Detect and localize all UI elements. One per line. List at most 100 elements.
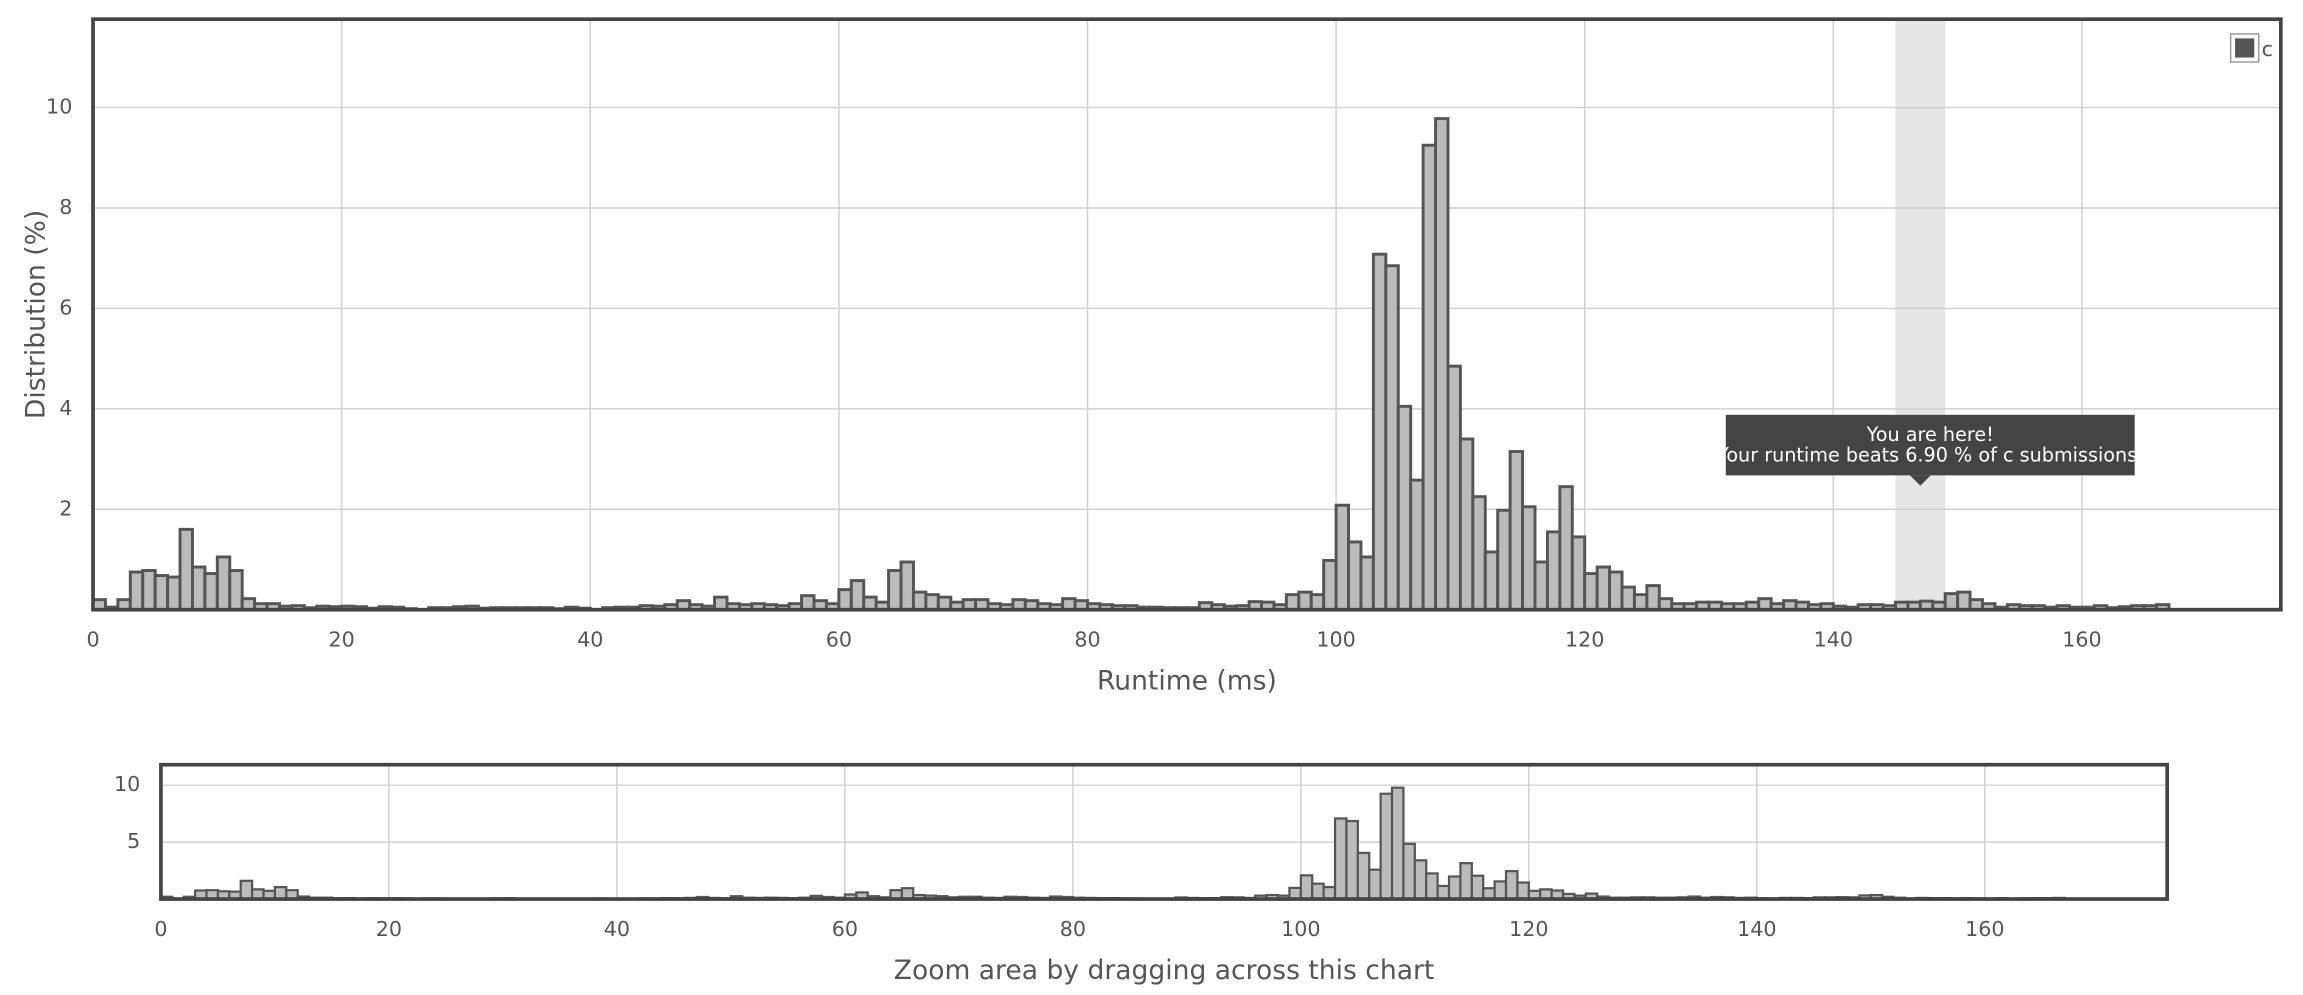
tooltip-box <box>1725 414 2135 476</box>
x-tick-label: 0 <box>154 917 167 941</box>
histogram-bar <box>1309 593 1326 612</box>
histogram-bar <box>1356 851 1371 901</box>
x-axis-label: Runtime (ms) <box>1097 666 1277 697</box>
histogram-bar <box>1471 495 1487 612</box>
histogram-bar <box>1496 508 1512 612</box>
x-tick-label: 60 <box>826 628 852 652</box>
x-tick-label: 40 <box>577 628 603 652</box>
histogram-bar <box>1371 252 1388 612</box>
histogram-bar <box>1359 555 1375 612</box>
x-tick-label: 60 <box>832 917 858 941</box>
x-tick-label: 100 <box>1281 917 1320 941</box>
legend-swatch-border <box>2229 33 2260 63</box>
histogram-bar <box>1446 364 1462 612</box>
histogram-bar <box>1595 565 1612 612</box>
histogram-bar <box>228 569 244 612</box>
histogram-bar <box>800 594 816 612</box>
histogram-bar <box>1434 117 1450 612</box>
histogram-bar <box>1620 585 1636 612</box>
x-tick-label: 80 <box>1060 917 1086 941</box>
histogram-bar <box>1508 450 1525 612</box>
histogram-bar <box>1345 819 1359 901</box>
histogram-bar <box>1558 485 1574 612</box>
histogram-bar <box>1943 592 1960 612</box>
x-axis-label: Zoom area by dragging across this chart <box>894 955 1435 986</box>
histogram-bar <box>1368 868 1382 901</box>
x-tick-label: 100 <box>1316 628 1355 652</box>
histogram-bar <box>215 555 232 612</box>
histogram-bar <box>1421 143 1438 612</box>
histogram-bar <box>128 570 145 612</box>
y-tick-label: 2 <box>59 496 72 520</box>
histogram-bar <box>849 579 866 612</box>
legend-label: c <box>2262 37 2273 61</box>
histogram-bar <box>899 560 915 612</box>
histogram-bar <box>141 569 157 612</box>
histogram-bar <box>1545 530 1562 612</box>
y-axis-label: Distribution (%) <box>20 210 51 419</box>
histogram-bar <box>887 569 903 612</box>
histogram-bar <box>1379 792 1394 901</box>
histogram-bar <box>1483 550 1500 612</box>
histogram-bar <box>1470 874 1485 901</box>
tooltip-title: You are here! <box>1866 423 1994 446</box>
tooltip-pointer <box>1910 475 1931 486</box>
histogram-bar <box>1409 478 1425 612</box>
x-tick-label: 20 <box>376 917 402 941</box>
x-tick-label: 140 <box>1814 628 1853 652</box>
histogram-bar <box>1390 786 1405 901</box>
histogram-bar <box>1570 535 1587 612</box>
histogram-bar <box>153 574 170 612</box>
histogram-bar <box>1516 881 1530 901</box>
histogram-bar <box>837 588 853 612</box>
histogram-bar <box>1322 559 1338 612</box>
histogram-bar <box>924 593 940 612</box>
x-tick-label: 160 <box>1965 917 2004 941</box>
histogram-bar <box>1458 437 1475 612</box>
histogram-bar <box>1425 872 1439 901</box>
x-tick-label: 40 <box>604 917 630 941</box>
histogram-bar <box>1402 842 1416 901</box>
x-tick-label: 0 <box>86 628 99 652</box>
histogram-bar <box>1299 874 1314 901</box>
y-tick-label: 8 <box>59 195 72 219</box>
histogram-bar <box>1447 875 1462 901</box>
histogram-bar <box>190 565 207 612</box>
histogram-bar <box>1284 593 1301 612</box>
y-tick-label: 10 <box>114 772 140 796</box>
histogram-bar <box>1297 590 1313 612</box>
histogram-bar <box>1333 817 1348 901</box>
histogram-bar <box>239 879 254 901</box>
histogram-bar <box>203 572 219 612</box>
x-tick-label: 120 <box>1509 917 1548 941</box>
plot-frame <box>159 762 2170 901</box>
highlight-band <box>1895 19 1946 610</box>
x-tick-label: 20 <box>328 628 354 652</box>
histogram-bar <box>1521 505 1537 612</box>
x-tick-label: 160 <box>2062 628 2101 652</box>
histogram-bar <box>862 595 878 612</box>
histogram-bar <box>1413 859 1428 901</box>
histogram-bar <box>1583 572 1599 612</box>
histogram-bar <box>178 527 194 612</box>
tooltip-text: Your runtime beats 6.90 % of c submissio… <box>1716 444 2143 467</box>
histogram-bar <box>1334 503 1351 612</box>
histogram-bar <box>1504 870 1519 901</box>
histogram-bar <box>1632 593 1649 612</box>
histogram-bar <box>1493 880 1508 901</box>
x-tick-label: 140 <box>1737 917 1776 941</box>
histogram-bar <box>1645 584 1661 612</box>
histogram-bar <box>1459 862 1473 901</box>
histogram-bar <box>911 590 928 612</box>
y-tick-label: 4 <box>59 396 72 420</box>
y-tick-label: 10 <box>46 95 72 119</box>
navigator-plot[interactable] <box>160 764 2168 900</box>
histogram-bar <box>1347 540 1363 612</box>
y-tick-label: 6 <box>59 295 72 319</box>
histogram-bar <box>1608 570 1624 612</box>
histogram-bar <box>1396 404 1413 612</box>
y-tick-label: 5 <box>127 829 140 853</box>
plot-frame <box>91 17 2283 612</box>
x-tick-label: 80 <box>1074 628 1100 652</box>
